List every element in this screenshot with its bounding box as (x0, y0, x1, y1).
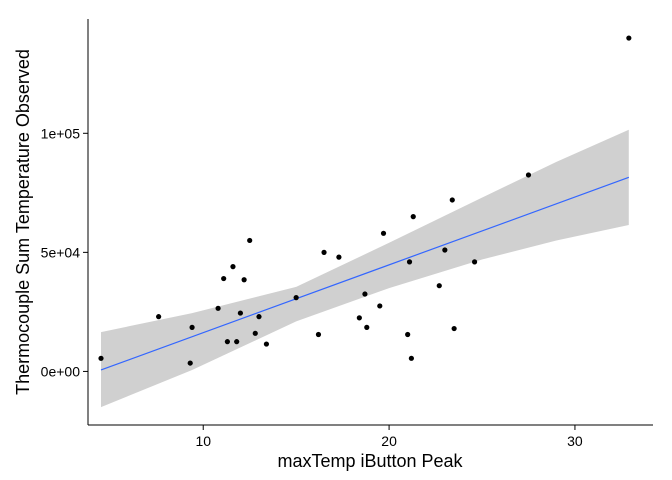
data-point (315, 331, 322, 338)
data-point (451, 325, 457, 332)
x-axis-title: maxTemp iButton Peak (277, 451, 463, 471)
data-point (406, 259, 413, 265)
data-point (234, 339, 240, 345)
data-point (321, 249, 327, 255)
data-point (356, 315, 362, 321)
data-point (241, 277, 247, 283)
data-point (224, 339, 230, 345)
regression-line-layer (100, 176, 630, 371)
data-point (449, 197, 455, 203)
data-point (237, 310, 244, 316)
y-tick-label: 5e+04 (41, 244, 81, 260)
confidence-band (101, 129, 629, 408)
confidence-band-layer (101, 129, 629, 408)
data-point (98, 355, 104, 361)
data-point (442, 247, 448, 253)
data-point (187, 360, 193, 366)
data-point (256, 314, 262, 320)
data-point (362, 291, 368, 297)
data-point (525, 172, 532, 178)
data-point (471, 259, 478, 265)
x-tick-label: 10 (195, 433, 211, 449)
data-point (252, 330, 258, 336)
data-point (408, 355, 414, 361)
data-point (230, 264, 236, 270)
data-point (263, 341, 270, 347)
data-point (156, 314, 162, 320)
ticks-layer: 10 20 30 0e+00 5e+04 1e+05 (41, 125, 583, 449)
x-tick-label: 30 (567, 433, 583, 449)
data-point (215, 305, 221, 311)
data-points-layer (98, 35, 632, 366)
data-point (410, 214, 416, 220)
y-tick-label: 0e+00 (41, 363, 81, 379)
y-axis-title: Thermocouple Sum Temperature Observed (13, 49, 33, 395)
y-tick-label: 1e+05 (41, 125, 81, 141)
x-tick-label: 20 (381, 433, 397, 449)
axes-layer (87, 19, 653, 426)
data-point (364, 324, 370, 330)
data-point (405, 331, 411, 338)
data-point (293, 295, 299, 301)
data-point (380, 230, 387, 236)
data-point (221, 275, 227, 282)
data-point (189, 324, 195, 330)
data-point (377, 303, 383, 309)
data-point (336, 254, 342, 260)
regression-line (100, 176, 630, 371)
data-point (436, 283, 442, 289)
data-point (247, 237, 253, 244)
data-point (626, 35, 632, 41)
